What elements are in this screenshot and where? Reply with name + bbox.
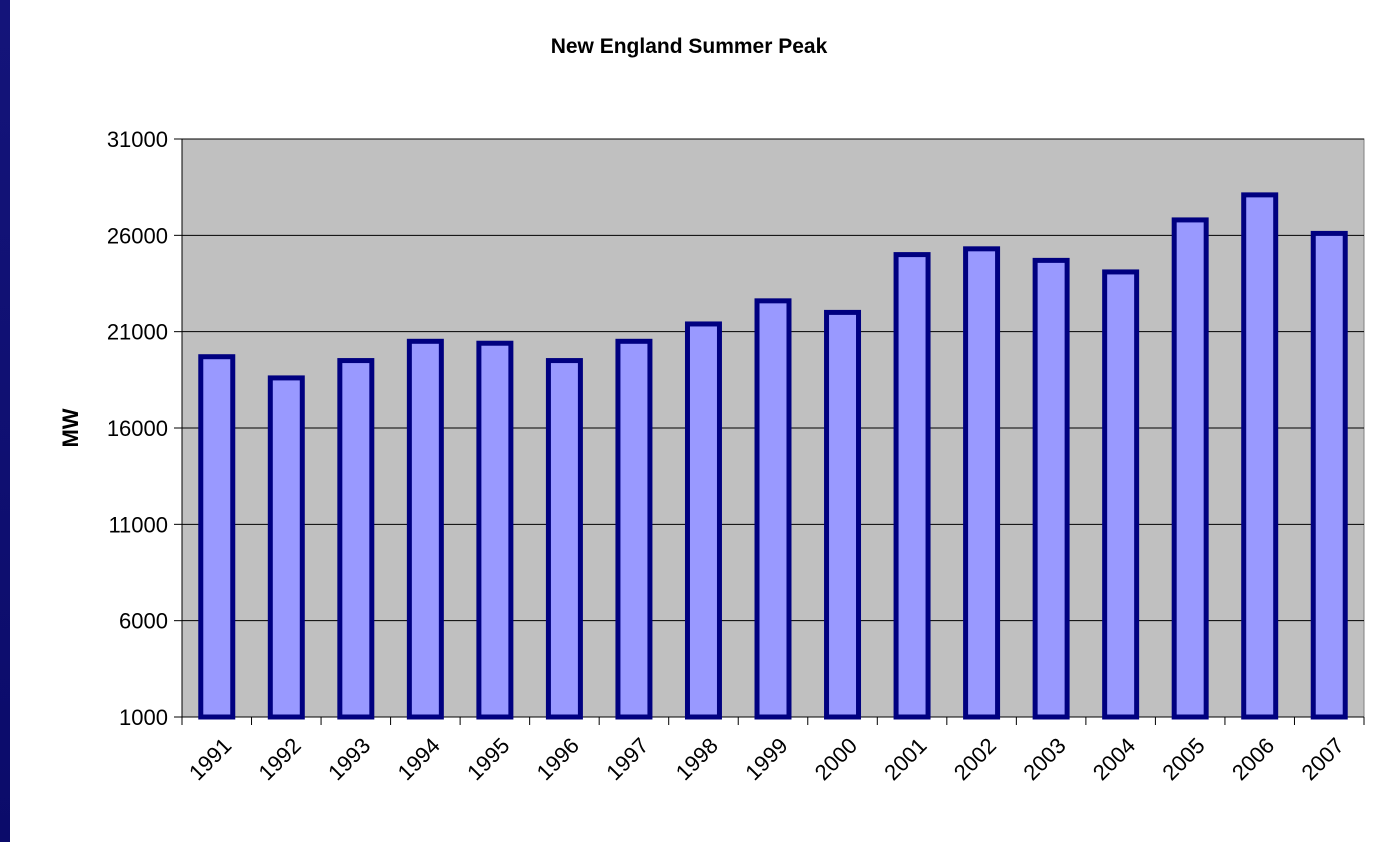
x-tick-label: 1992 (254, 733, 306, 785)
x-tick-label: 2005 (1157, 733, 1209, 785)
y-tick-label: 21000 (107, 320, 168, 345)
bar-1993 (337, 358, 375, 720)
bar-1994 (406, 338, 444, 720)
x-tick-label: 2000 (810, 733, 862, 785)
x-tick-label: 1993 (323, 733, 375, 785)
chart-area: New England Summer Peak MW 31000 26000 210… (10, 0, 1382, 842)
bar-2001 (893, 252, 931, 720)
x-tick-label: 1996 (532, 733, 584, 785)
bar-1999 (754, 298, 792, 720)
bar-2006 (1241, 192, 1279, 720)
bar-1998 (684, 321, 722, 720)
plot-area: 31000 26000 21000 16000 11000 6000 1000 1991 199… (107, 127, 1365, 785)
x-tick-label: 2007 (1296, 733, 1348, 785)
x-tick-label: 1994 (393, 733, 445, 785)
x-tick-label: 2006 (1227, 733, 1279, 785)
x-tick-label: 1995 (462, 733, 514, 785)
bar-chart: New England Summer Peak MW 31000 26000 210… (58, 35, 1365, 785)
y-tick-label: 1000 (119, 705, 168, 730)
bar-2007 (1310, 230, 1348, 720)
x-tick-label: 2003 (1018, 733, 1070, 785)
bar-1992 (267, 375, 305, 720)
bar-2002 (963, 246, 1001, 720)
y-tick-label: 6000 (119, 609, 168, 634)
y-tick-label: 16000 (107, 416, 168, 441)
bar-1995 (476, 340, 514, 720)
y-axis-label: MW (58, 408, 83, 447)
x-tick-label: 1998 (671, 733, 723, 785)
bar-2005 (1171, 217, 1209, 720)
x-tick-label: 1999 (740, 733, 792, 785)
x-tick-label: 1991 (184, 733, 236, 785)
bar-2003 (1032, 257, 1070, 720)
x-tick-label: 2004 (1088, 733, 1140, 785)
x-tick-label: 1997 (601, 733, 653, 785)
bar-2000 (824, 309, 862, 720)
bar-1997 (615, 338, 653, 720)
chart-title: New England Summer Peak (551, 35, 828, 58)
y-tick-label: 26000 (107, 223, 168, 248)
y-tick-label: 31000 (107, 127, 168, 152)
bar-2004 (1102, 269, 1140, 720)
y-tick-label: 11000 (108, 512, 168, 537)
bar-1996 (545, 358, 583, 720)
x-tick-label: 2002 (949, 733, 1001, 785)
x-tick-label: 2001 (879, 733, 931, 785)
bar-1991 (198, 354, 236, 720)
